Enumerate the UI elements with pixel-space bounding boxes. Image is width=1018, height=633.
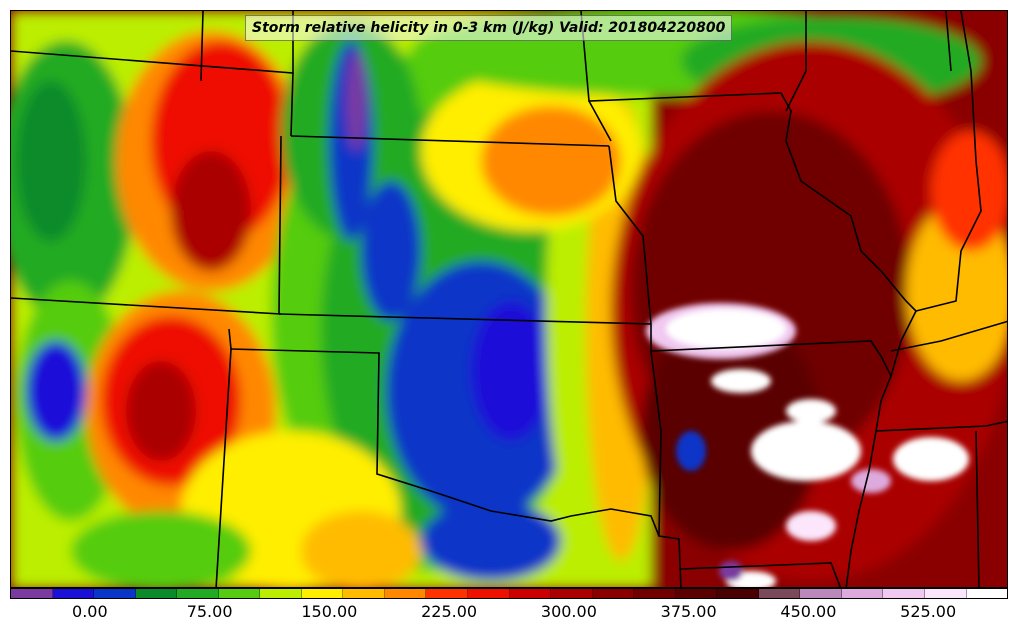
colorbar-segment: [11, 589, 53, 598]
colorbar-segment: [343, 589, 385, 598]
colorbar-tick-label: 525.00: [900, 602, 957, 621]
colorbar-segment: [883, 589, 926, 598]
map-panel: [10, 10, 1008, 588]
colorbar-segment: [758, 589, 801, 598]
colorbar: [10, 588, 1008, 599]
colorbar-segment: [966, 589, 1008, 598]
colorbar-tick-label: 375.00: [660, 602, 717, 621]
colorbar-segment: [177, 589, 219, 598]
colorbar-tick-label: 225.00: [421, 602, 478, 621]
colorbar-segment: [384, 589, 427, 598]
helicity-map: [11, 11, 1007, 587]
colorbar-segment: [592, 589, 635, 598]
colorbar-tick-label: 450.00: [780, 602, 837, 621]
colorbar-tick-label: 300.00: [540, 602, 597, 621]
map-title: Storm relative helicity in 0-3 km (J/kg)…: [245, 15, 733, 41]
colorbar-segment: [509, 589, 552, 598]
colorbar-segment: [260, 589, 302, 598]
colorbar-segment: [634, 589, 676, 598]
colorbar-segment: [135, 589, 178, 598]
colorbar-segment: [301, 589, 344, 598]
colorbar-segment: [800, 589, 842, 598]
colorbar-segment: [52, 589, 95, 598]
colorbar-segment: [468, 589, 510, 598]
state-borders: [11, 11, 1007, 587]
colorbar-segment: [675, 589, 718, 598]
colorbar-segment: [426, 589, 469, 598]
colorbar-tick-label: 0.00: [72, 602, 108, 621]
colorbar-tick-label: 150.00: [301, 602, 358, 621]
colorbar-segment: [717, 589, 759, 598]
colorbar-segment: [841, 589, 884, 598]
high-helicity-cores: [646, 303, 969, 587]
colorbar-segment: [551, 589, 593, 598]
colorbar-tick-labels: 0.00 75.00 150.00 225.00 300.00 375.00 450.00 5…: [10, 600, 1008, 630]
colorbar-segment: [925, 589, 967, 598]
helicity-field: [11, 11, 1007, 587]
colorbar-segment: [218, 589, 261, 598]
colorbar-segment: [94, 589, 136, 598]
colorbar-tick-label: 75.00: [186, 602, 233, 621]
